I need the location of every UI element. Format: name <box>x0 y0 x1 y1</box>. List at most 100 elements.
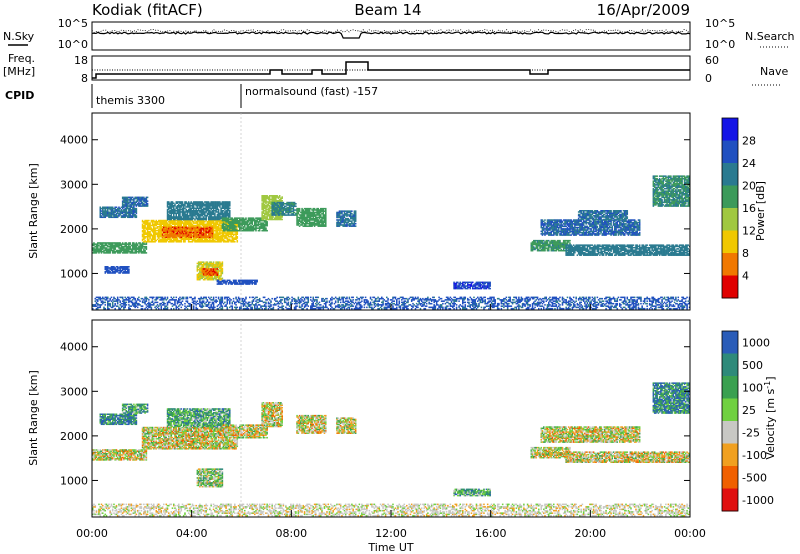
range-cell <box>144 239 146 242</box>
range-cell <box>138 250 140 253</box>
noise-strip: N.Sky 10^5 10^0 10^5 10^0 N.Search <box>3 17 795 51</box>
range-cell <box>139 205 141 207</box>
range-cell <box>161 237 164 239</box>
range-cell <box>125 210 128 212</box>
range-cell <box>212 261 215 263</box>
range-cell <box>158 229 160 232</box>
range-cell <box>131 214 134 216</box>
range-cell <box>143 234 145 237</box>
range-cell <box>97 242 99 244</box>
range-cell <box>173 307 175 310</box>
range-cell <box>164 224 166 227</box>
range-cell <box>135 247 138 249</box>
range-cell <box>145 232 148 234</box>
range-cell <box>150 238 153 241</box>
range-cell <box>114 206 116 209</box>
range-cell <box>107 242 109 244</box>
cpid-strip: CPID themis 3300 normalsound (fast) -157 <box>5 84 378 108</box>
range-cell <box>123 272 125 274</box>
range-cell <box>113 244 115 247</box>
range-cell <box>107 249 109 252</box>
range-cell <box>173 296 175 299</box>
range-cell <box>143 199 145 201</box>
range-cell <box>164 302 166 305</box>
range-cell <box>95 249 98 252</box>
range-cell <box>109 268 111 271</box>
range-cell <box>115 209 118 211</box>
range-cell <box>118 269 120 272</box>
range-cell <box>159 228 161 231</box>
range-cell <box>141 234 144 237</box>
range-cell <box>153 221 155 223</box>
range-cell <box>221 261 224 263</box>
range-cell <box>128 202 130 205</box>
range-cell <box>104 244 107 247</box>
range-cell <box>150 229 153 232</box>
range-cell <box>144 219 146 222</box>
range-cell <box>140 199 143 201</box>
range-cell <box>125 266 128 268</box>
range-cell <box>113 272 115 274</box>
range-cell <box>123 215 125 217</box>
range-cell <box>108 215 110 217</box>
range-cell <box>115 271 118 273</box>
range-cell <box>173 237 175 239</box>
range-cell <box>102 247 104 249</box>
range-cell <box>146 202 149 205</box>
range-cell <box>100 252 103 254</box>
range-cell <box>281 218 283 221</box>
range-cell <box>99 207 102 210</box>
range-cell <box>115 216 118 219</box>
range-cell <box>115 249 118 252</box>
range-cell <box>144 249 146 252</box>
range-cell <box>158 236 160 238</box>
range-cell <box>181 304 184 306</box>
range-cell <box>95 252 98 254</box>
range-cell <box>141 229 144 232</box>
range-cell <box>126 248 129 250</box>
range-cell <box>235 226 237 228</box>
range-cell <box>144 237 146 239</box>
range-cell <box>173 241 175 243</box>
range-cell <box>134 245 136 248</box>
range-cell <box>105 266 108 268</box>
range-cell <box>107 214 109 216</box>
range-cell <box>121 211 124 214</box>
range-cell <box>99 214 102 216</box>
range-cell <box>105 268 108 271</box>
range-cell <box>103 212 105 215</box>
range-cell <box>146 236 149 238</box>
range-cell <box>123 248 125 250</box>
range-cell <box>115 266 118 268</box>
range-cell <box>99 212 102 215</box>
range-cell <box>181 201 184 203</box>
range-cell <box>153 229 155 232</box>
range-cell <box>174 239 176 242</box>
range-cell <box>130 250 133 253</box>
range-cell <box>113 252 115 254</box>
range-cell <box>154 237 156 239</box>
range-cell <box>133 205 135 207</box>
range-cell <box>125 212 128 215</box>
range-cell <box>153 241 155 243</box>
range-cell <box>161 239 164 242</box>
range-cell <box>97 247 99 249</box>
range-cell <box>99 210 102 212</box>
range-cell <box>102 210 104 212</box>
range-cell <box>100 250 103 253</box>
range-cell <box>114 252 116 254</box>
range-cell <box>104 214 107 216</box>
range-cell <box>108 212 110 215</box>
range-cell <box>141 223 144 226</box>
range-cell <box>107 209 109 211</box>
range-cell <box>107 268 109 271</box>
range-cell <box>130 216 133 219</box>
range-cell <box>156 232 159 234</box>
range-cell <box>109 216 111 219</box>
range-cell <box>143 221 145 223</box>
range-cell <box>155 219 158 222</box>
range-cell <box>100 243 103 245</box>
range-cell <box>141 252 144 254</box>
range-cell <box>128 212 130 215</box>
